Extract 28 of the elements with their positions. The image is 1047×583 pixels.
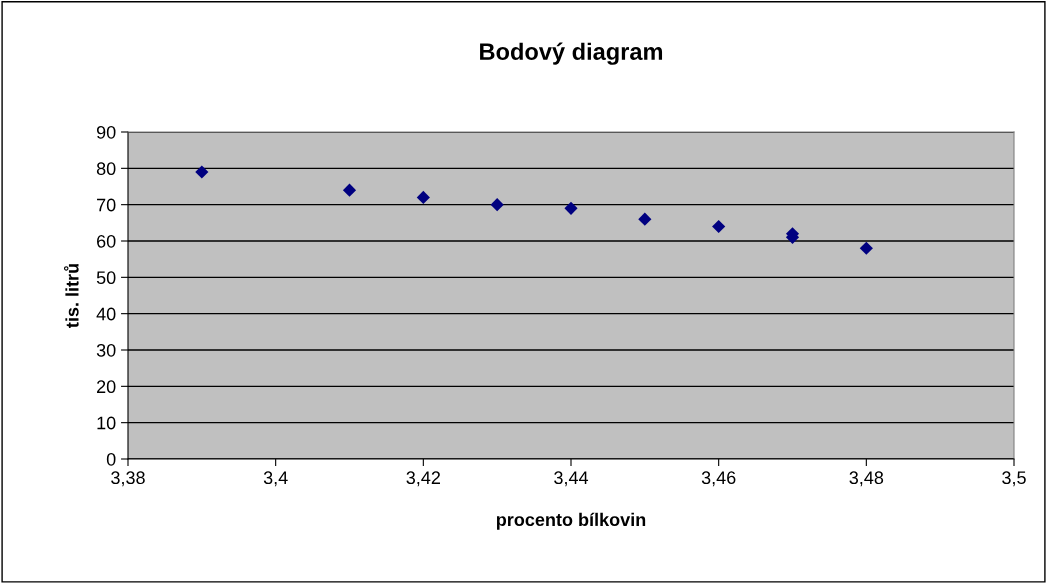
y-axis-title: tis. litrů (63, 264, 79, 328)
point (564, 201, 578, 215)
y-tick-label: 80 (96, 162, 116, 176)
x-tick-label: 3,46 (701, 471, 736, 487)
x-axis-title: procento bílkovin (496, 512, 646, 530)
point (712, 219, 726, 234)
point (859, 241, 873, 255)
y-tick-label: 60 (97, 234, 116, 248)
x-tick-label: 3,38 (111, 471, 145, 487)
y-tick-label: 50 (96, 271, 116, 285)
y-tick-label: 70 (97, 198, 116, 212)
y-tick-label: 10 (97, 416, 116, 430)
point (195, 165, 209, 179)
point (638, 212, 652, 226)
point (490, 198, 504, 212)
x-tick-label: 3,5 (1002, 471, 1026, 487)
point (342, 183, 357, 197)
y-tick-label: 40 (96, 307, 116, 321)
y-tick-label: 0 (106, 452, 116, 466)
x-tick-label: 3,44 (554, 471, 589, 487)
y-tick-label: 30 (96, 343, 116, 357)
x-tick-label: 3,42 (406, 471, 440, 487)
chart-title: Bodový diagram (480, 42, 663, 65)
point (416, 190, 430, 204)
x-tick-label: 3,4 (263, 471, 288, 487)
y-tick-label: 90 (96, 125, 116, 139)
y-tick-label: 20 (97, 380, 116, 394)
x-tick-label: 3,48 (849, 471, 884, 487)
